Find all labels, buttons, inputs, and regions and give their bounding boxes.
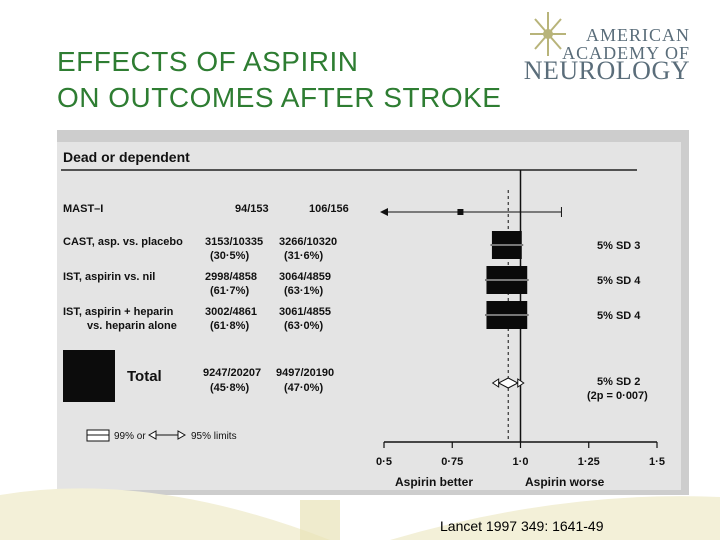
legend-ci99-label: 99% or xyxy=(114,431,146,442)
row-3: IST, aspirin + heparin vs. heparin alone… xyxy=(63,306,331,332)
total-arrow-left-icon xyxy=(491,378,500,388)
x-left-label: Aspirin better xyxy=(395,475,473,489)
ci-arrow-left-icon xyxy=(380,208,388,216)
row-label-line-2: vs. heparin alone xyxy=(87,320,177,332)
row-label: IST, aspirin vs. nil xyxy=(63,271,155,283)
row-2: IST, aspirin vs. nil 2998/4858 (61·7%) 3… xyxy=(63,271,331,297)
slide-title-line-1: EFFECTS OF ASPIRIN xyxy=(57,46,359,77)
logo-line-3: NEUROLOGY xyxy=(523,56,690,85)
slide-title: EFFECTS OF ASPIRIN ON OUTCOMES AFTER STR… xyxy=(57,44,501,116)
x-tick-label: 1·0 xyxy=(513,456,529,468)
total-control: 9497/20190 xyxy=(276,367,334,379)
sd-label: 5% SD 4 xyxy=(597,275,641,287)
total-p: (2p = 0·007) xyxy=(587,390,648,402)
row-label: CAST, asp. vs. placebo xyxy=(63,236,183,248)
treat-count: 2998/4858 xyxy=(205,271,257,283)
control-pct: (31·6%) xyxy=(284,250,323,262)
row-label: IST, aspirin + heparin xyxy=(63,306,174,318)
row-label: MAST–I xyxy=(63,203,103,215)
forest-plot: Dead or dependent MAST–I 94/153 106/156 … xyxy=(57,142,681,490)
control-count: 106/156 xyxy=(309,203,349,215)
legend-right-arrow-icon xyxy=(177,430,187,440)
control-pct: (63·1%) xyxy=(284,285,323,297)
control-count: 3061/4855 xyxy=(279,306,331,318)
row-1: CAST, asp. vs. placebo 3153/10335 (30·5%… xyxy=(63,236,337,262)
total-treat: 9247/20207 xyxy=(203,367,261,379)
estimate-square xyxy=(457,209,464,215)
treat-pct: (30·5%) xyxy=(210,250,249,262)
total-symbol xyxy=(63,350,115,402)
x-tick-label: 1·5 xyxy=(649,456,665,468)
x-tick-label: 1·25 xyxy=(578,456,600,468)
star-burst-icon xyxy=(530,12,566,56)
control-pct: (63·0%) xyxy=(284,320,323,332)
slide-title-line-2: ON OUTCOMES AFTER STROKE xyxy=(57,82,502,113)
total-control-pct: (47·0%) xyxy=(284,382,323,394)
treat-count: 94/153 xyxy=(235,203,269,215)
treat-count: 3002/4861 xyxy=(205,306,257,318)
x-right-label: Aspirin worse xyxy=(525,475,605,489)
x-tick-label: 0·5 xyxy=(376,456,392,468)
logo-line-1: AMERICAN xyxy=(585,25,690,45)
treat-pct: (61·7%) xyxy=(210,285,249,297)
legend-left-arrow-icon xyxy=(147,430,157,440)
total-arrow-right-icon xyxy=(517,378,525,388)
bottom-center-band xyxy=(300,500,340,540)
plot-panel xyxy=(57,142,681,490)
forest-plot-figure: Dead or dependent MAST–I 94/153 106/156 … xyxy=(57,130,689,495)
treat-count: 3153/10335 xyxy=(205,236,263,248)
sd-label: 5% SD 4 xyxy=(597,310,641,322)
treat-pct: (61·8%) xyxy=(210,320,249,332)
aan-logo: AMERICAN ACADEMY OF NEUROLOGY xyxy=(524,6,708,84)
sd-label: 5% SD 3 xyxy=(597,240,640,252)
plot-marks: 5% SD 3 5% SD 4 5% SD 4 xyxy=(380,170,658,448)
legend-ci95-label: 95% limits xyxy=(191,431,237,442)
x-tick-label: 0·75 xyxy=(441,456,463,468)
x-left-label-box xyxy=(387,472,499,490)
legend: 99% or 95% limits xyxy=(86,429,237,442)
row-0: MAST–I 94/153 106/156 xyxy=(63,203,349,215)
total-label: Total xyxy=(127,368,162,385)
total-treat-pct: (45·8%) xyxy=(210,382,249,394)
logo-line-2: ACADEMY OF xyxy=(562,43,690,63)
bottom-swoosh-left xyxy=(0,488,330,540)
control-count: 3064/4859 xyxy=(279,271,331,283)
control-count: 3266/10320 xyxy=(279,236,337,248)
total-row: Total 9247/20207 (45·8%) 9497/20190 (47·… xyxy=(63,350,648,402)
citation: Lancet 1997 349: 1641-49 xyxy=(440,518,604,534)
forest-heading: Dead or dependent xyxy=(63,149,190,165)
total-sd: 5% SD 2 xyxy=(597,376,640,388)
tick-labels: 0·5 0·75 1·0 1·25 1·5 xyxy=(376,456,665,468)
